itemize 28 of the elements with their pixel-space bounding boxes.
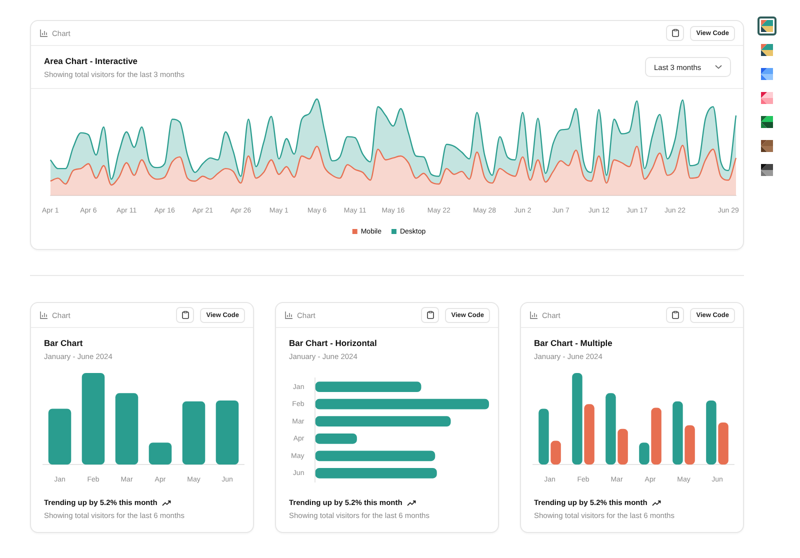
bar <box>315 416 451 427</box>
bar <box>148 442 172 465</box>
bar <box>550 440 561 465</box>
bar <box>115 393 138 465</box>
bar <box>572 373 582 465</box>
bar <box>672 401 683 465</box>
bar <box>48 408 72 465</box>
bar <box>82 373 105 465</box>
bar <box>718 422 728 465</box>
chart-title: Bar Chart - Horizontal <box>289 338 377 348</box>
bar <box>538 408 549 465</box>
bar <box>315 433 357 444</box>
chart-title: Area Chart - Interactive <box>44 56 139 66</box>
chart-title: Bar Chart - Multiple <box>534 338 612 348</box>
bar <box>315 468 437 478</box>
bar <box>182 401 206 465</box>
bar <box>639 442 650 465</box>
bar <box>606 393 616 465</box>
bar <box>684 425 695 465</box>
bar <box>584 404 594 465</box>
chart-title: Bar Chart <box>44 338 84 348</box>
bar <box>315 382 422 392</box>
bar <box>315 398 489 410</box>
bar <box>706 400 716 465</box>
bar <box>618 428 628 465</box>
bar <box>315 450 436 462</box>
bar <box>651 408 662 465</box>
bar <box>216 400 239 465</box>
